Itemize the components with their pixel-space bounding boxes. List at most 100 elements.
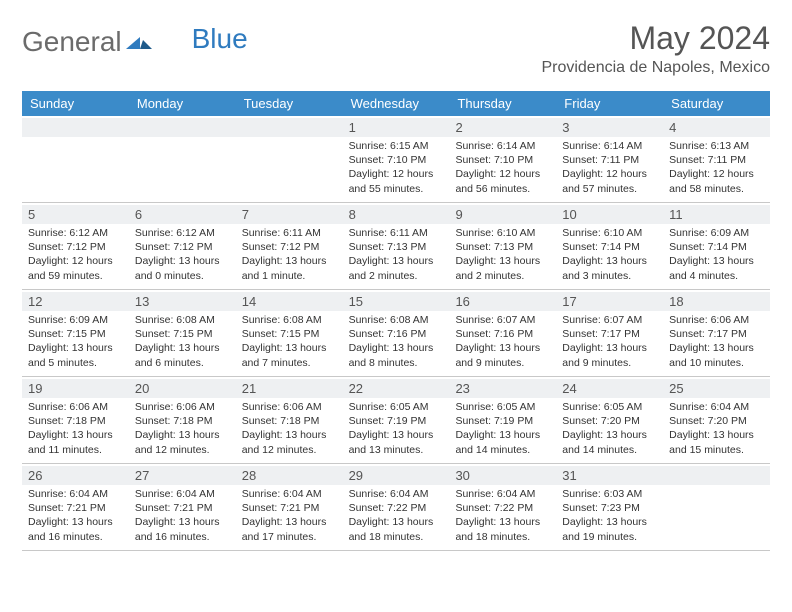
sunset: Sunset: 7:18 PM: [135, 414, 230, 428]
day-info: Sunrise: 6:09 AMSunset: 7:15 PMDaylight:…: [28, 313, 123, 370]
day-cell: 29 Sunrise: 6:04 AMSunset: 7:22 PMDayligh…: [343, 464, 450, 550]
day-info: Sunrise: 6:08 AMSunset: 7:15 PMDaylight:…: [242, 313, 337, 370]
sunset: Sunset: 7:11 PM: [669, 153, 764, 167]
daylight: Daylight: 12 hours and 56 minutes.: [455, 167, 550, 195]
day-cell: 16Sunrise: 6:07 AMSunset: 7:16 PMDayligh…: [449, 290, 556, 376]
day-cell: 20 Sunrise: 6:06 AMSunset: 7:18 PMDayligh…: [129, 377, 236, 463]
day-cell: [236, 116, 343, 202]
daylight: Daylight: 12 hours and 58 minutes.: [669, 167, 764, 195]
day-info: Sunrise: 6:05 AMSunset: 7:20 PMDaylight:…: [562, 400, 657, 457]
sunrise: Sunrise: 6:04 AM: [135, 487, 230, 501]
day-number: 30: [449, 466, 556, 485]
location: Providencia de Napoles, Mexico: [541, 59, 770, 77]
daylight: Daylight: 13 hours and 18 minutes.: [455, 515, 550, 543]
sunset: Sunset: 7:19 PM: [455, 414, 550, 428]
day-cell: [663, 464, 770, 550]
month-title: May 2024: [541, 20, 770, 57]
day-number: 15: [343, 292, 450, 311]
logo-icon: [126, 26, 152, 58]
daylight: Daylight: 12 hours and 55 minutes.: [349, 167, 444, 195]
day-info: Sunrise: 6:06 AMSunset: 7:17 PMDaylight:…: [669, 313, 764, 370]
sunset: Sunset: 7:10 PM: [455, 153, 550, 167]
day-number: [663, 466, 770, 485]
sunset: Sunset: 7:15 PM: [135, 327, 230, 341]
logo-text-part1: General: [22, 26, 122, 58]
day-cell: 10Sunrise: 6:10 AMSunset: 7:14 PMDayligh…: [556, 203, 663, 289]
day-info: Sunrise: 6:04 AMSunset: 7:21 PMDaylight:…: [135, 487, 230, 544]
daylight: Daylight: 13 hours and 9 minutes.: [562, 341, 657, 369]
day-cell: 14Sunrise: 6:08 AMSunset: 7:15 PMDayligh…: [236, 290, 343, 376]
sunset: Sunset: 7:11 PM: [562, 153, 657, 167]
day-info: Sunrise: 6:06 AMSunset: 7:18 PMDaylight:…: [135, 400, 230, 457]
sunset: Sunset: 7:20 PM: [562, 414, 657, 428]
sunrise: Sunrise: 6:05 AM: [349, 400, 444, 414]
daylight: Daylight: 13 hours and 1 minute.: [242, 254, 337, 282]
daylight: Daylight: 13 hours and 14 minutes.: [562, 428, 657, 456]
day-header-tuesday: Tuesday: [236, 91, 343, 116]
sunrise: Sunrise: 6:05 AM: [562, 400, 657, 414]
daylight: Daylight: 13 hours and 11 minutes.: [28, 428, 123, 456]
day-info: Sunrise: 6:07 AMSunset: 7:17 PMDaylight:…: [562, 313, 657, 370]
day-cell: 28Sunrise: 6:04 AMSunset: 7:21 PMDayligh…: [236, 464, 343, 550]
daylight: Daylight: 13 hours and 2 minutes.: [455, 254, 550, 282]
day-info: Sunrise: 6:15 AMSunset: 7:10 PMDaylight:…: [349, 139, 444, 196]
day-cell: 12Sunrise: 6:09 AMSunset: 7:15 PMDayligh…: [22, 290, 129, 376]
daylight: Daylight: 13 hours and 2 minutes.: [349, 254, 444, 282]
day-info: Sunrise: 6:11 AMSunset: 7:12 PMDaylight:…: [242, 226, 337, 283]
day-header-monday: Monday: [129, 91, 236, 116]
day-number: 27: [129, 466, 236, 485]
day-number: 29: [343, 466, 450, 485]
daylight: Daylight: 13 hours and 5 minutes.: [28, 341, 123, 369]
sunrise: Sunrise: 6:11 AM: [242, 226, 337, 240]
logo: General Blue: [22, 26, 248, 58]
sunrise: Sunrise: 6:08 AM: [349, 313, 444, 327]
day-info: Sunrise: 6:06 AMSunset: 7:18 PMDaylight:…: [242, 400, 337, 457]
sunrise: Sunrise: 6:04 AM: [669, 400, 764, 414]
day-cell: 18Sunrise: 6:06 AMSunset: 7:17 PMDayligh…: [663, 290, 770, 376]
sunset: Sunset: 7:15 PM: [28, 327, 123, 341]
sunset: Sunset: 7:17 PM: [669, 327, 764, 341]
day-number: 31: [556, 466, 663, 485]
day-number: 24: [556, 379, 663, 398]
daylight: Daylight: 13 hours and 8 minutes.: [349, 341, 444, 369]
daylight: Daylight: 13 hours and 18 minutes.: [349, 515, 444, 543]
sunset: Sunset: 7:16 PM: [349, 327, 444, 341]
week-row: 1Sunrise: 6:15 AMSunset: 7:10 PMDaylight…: [22, 116, 770, 203]
day-info: Sunrise: 6:08 AMSunset: 7:16 PMDaylight:…: [349, 313, 444, 370]
day-cell: 5Sunrise: 6:12 AMSunset: 7:12 PMDaylight…: [22, 203, 129, 289]
sunrise: Sunrise: 6:06 AM: [28, 400, 123, 414]
day-number: 13: [129, 292, 236, 311]
sunset: Sunset: 7:15 PM: [242, 327, 337, 341]
day-number: 10: [556, 205, 663, 224]
day-cell: 31Sunrise: 6:03 AMSunset: 7:23 PMDayligh…: [556, 464, 663, 550]
day-cell: 26Sunrise: 6:04 AMSunset: 7:21 PMDayligh…: [22, 464, 129, 550]
sunset: Sunset: 7:22 PM: [455, 501, 550, 515]
day-number: [22, 118, 129, 137]
day-header-wednesday: Wednesday: [343, 91, 450, 116]
day-cell: 9Sunrise: 6:10 AMSunset: 7:13 PMDaylight…: [449, 203, 556, 289]
day-number: 20: [129, 379, 236, 398]
sunset: Sunset: 7:22 PM: [349, 501, 444, 515]
week-row: 26Sunrise: 6:04 AMSunset: 7:21 PMDayligh…: [22, 464, 770, 551]
sunset: Sunset: 7:16 PM: [455, 327, 550, 341]
day-info: Sunrise: 6:12 AMSunset: 7:12 PMDaylight:…: [135, 226, 230, 283]
daylight: Daylight: 13 hours and 14 minutes.: [455, 428, 550, 456]
sunrise: Sunrise: 6:08 AM: [135, 313, 230, 327]
daylight: Daylight: 13 hours and 10 minutes.: [669, 341, 764, 369]
sunset: Sunset: 7:10 PM: [349, 153, 444, 167]
calendar: SundayMondayTuesdayWednesdayThursdayFrid…: [22, 91, 770, 551]
daylight: Daylight: 13 hours and 9 minutes.: [455, 341, 550, 369]
day-number: 1: [343, 118, 450, 137]
sunrise: Sunrise: 6:14 AM: [562, 139, 657, 153]
day-info: Sunrise: 6:04 AMSunset: 7:22 PMDaylight:…: [349, 487, 444, 544]
sunrise: Sunrise: 6:07 AM: [562, 313, 657, 327]
sunrise: Sunrise: 6:04 AM: [349, 487, 444, 501]
sunrise: Sunrise: 6:09 AM: [669, 226, 764, 240]
daylight: Daylight: 13 hours and 4 minutes.: [669, 254, 764, 282]
day-cell: 17Sunrise: 6:07 AMSunset: 7:17 PMDayligh…: [556, 290, 663, 376]
sunrise: Sunrise: 6:15 AM: [349, 139, 444, 153]
daylight: Daylight: 13 hours and 15 minutes.: [669, 428, 764, 456]
day-number: 21: [236, 379, 343, 398]
daylight: Daylight: 13 hours and 3 minutes.: [562, 254, 657, 282]
sunset: Sunset: 7:13 PM: [349, 240, 444, 254]
